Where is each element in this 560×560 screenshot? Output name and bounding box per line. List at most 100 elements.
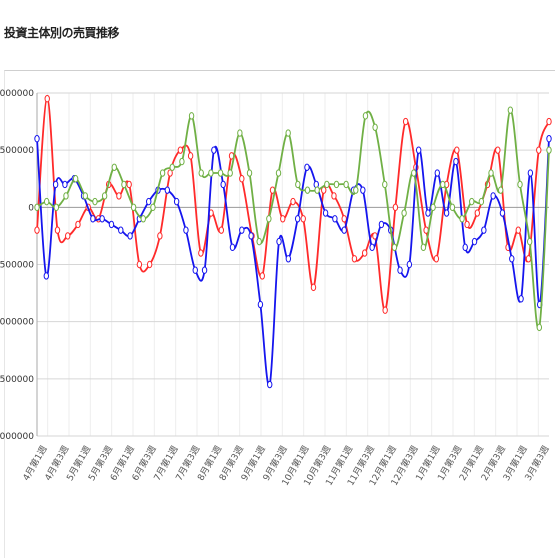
data-point xyxy=(177,146,184,154)
data-point xyxy=(499,209,506,217)
data-point xyxy=(54,226,61,234)
data-point xyxy=(397,266,403,274)
data-point xyxy=(518,295,524,303)
data-point xyxy=(462,243,468,252)
data-point xyxy=(169,163,175,172)
data-point xyxy=(198,249,204,257)
data-point xyxy=(333,180,340,189)
y-tick-label: -1000000 xyxy=(0,318,34,328)
data-point xyxy=(322,209,329,217)
data-point xyxy=(469,197,475,206)
data-point xyxy=(488,169,494,177)
data-point xyxy=(304,163,310,172)
series-line xyxy=(36,109,550,331)
data-point xyxy=(515,226,521,234)
data-point xyxy=(314,186,320,194)
data-point xyxy=(471,237,478,246)
series-line xyxy=(36,138,550,387)
data-point xyxy=(179,157,185,166)
data-point xyxy=(361,249,368,257)
data-point xyxy=(75,220,81,229)
data-point xyxy=(239,226,245,234)
data-point xyxy=(140,215,146,223)
data-point xyxy=(332,215,338,223)
data-point xyxy=(92,197,98,206)
data-point xyxy=(229,243,236,252)
data-point xyxy=(517,180,523,189)
data-point xyxy=(406,260,413,269)
data-point xyxy=(173,197,180,206)
data-point xyxy=(211,146,217,154)
data-point xyxy=(130,203,137,212)
data-point xyxy=(118,226,124,234)
data-point xyxy=(474,209,481,217)
data-point xyxy=(259,272,265,280)
data-point xyxy=(453,157,459,166)
data-point xyxy=(146,197,152,206)
data-point xyxy=(341,226,347,234)
data-point xyxy=(324,180,330,189)
data-point xyxy=(43,197,50,206)
data-point xyxy=(527,169,534,177)
data-point xyxy=(546,117,552,126)
data-point xyxy=(382,306,388,314)
data-point xyxy=(536,323,543,332)
data-point xyxy=(401,209,407,217)
data-point xyxy=(217,169,224,177)
data-point xyxy=(136,260,143,269)
data-point xyxy=(415,146,422,154)
data-point xyxy=(159,169,166,177)
data-point xyxy=(430,203,436,212)
data-point xyxy=(239,175,245,183)
data-point xyxy=(208,169,214,177)
chart-title: 投資主体別の売買推移 xyxy=(4,26,120,40)
data-point xyxy=(164,186,171,194)
data-point xyxy=(267,380,273,389)
data-point xyxy=(402,117,409,126)
data-point xyxy=(449,203,456,212)
data-point xyxy=(304,186,311,194)
data-point xyxy=(478,197,485,206)
data-point xyxy=(341,215,347,223)
data-point xyxy=(440,180,446,189)
data-point xyxy=(353,186,359,194)
data-point xyxy=(237,129,243,137)
data-point xyxy=(220,180,226,189)
data-point xyxy=(369,243,375,252)
y-tick-label: -500000 xyxy=(0,261,34,271)
data-point xyxy=(201,266,208,274)
data-point xyxy=(150,203,156,212)
chart-frame xyxy=(4,70,555,558)
data-point xyxy=(275,169,282,177)
data-point xyxy=(372,123,378,132)
data-point xyxy=(343,180,349,189)
data-point xyxy=(536,146,542,154)
data-point xyxy=(294,215,301,223)
data-point xyxy=(280,215,286,223)
data-point xyxy=(310,283,317,292)
data-point xyxy=(497,186,504,194)
data-point xyxy=(362,112,369,120)
data-point xyxy=(183,226,189,234)
data-point xyxy=(34,226,40,234)
data-point xyxy=(526,237,533,246)
data-point xyxy=(546,146,552,154)
data-point xyxy=(443,209,450,217)
data-point xyxy=(378,220,385,229)
data-point xyxy=(227,169,233,177)
y-tick-label: 500000 xyxy=(0,146,34,156)
data-point xyxy=(65,232,71,240)
data-point xyxy=(425,209,431,217)
data-point xyxy=(481,226,487,234)
data-point xyxy=(391,243,398,252)
data-point xyxy=(192,266,198,274)
data-point xyxy=(285,129,291,137)
data-point xyxy=(276,237,282,246)
data-point xyxy=(420,243,427,252)
data-point xyxy=(121,180,127,189)
data-point xyxy=(99,215,105,223)
data-point xyxy=(127,232,133,240)
data-point xyxy=(43,272,50,280)
data-point xyxy=(53,203,60,212)
